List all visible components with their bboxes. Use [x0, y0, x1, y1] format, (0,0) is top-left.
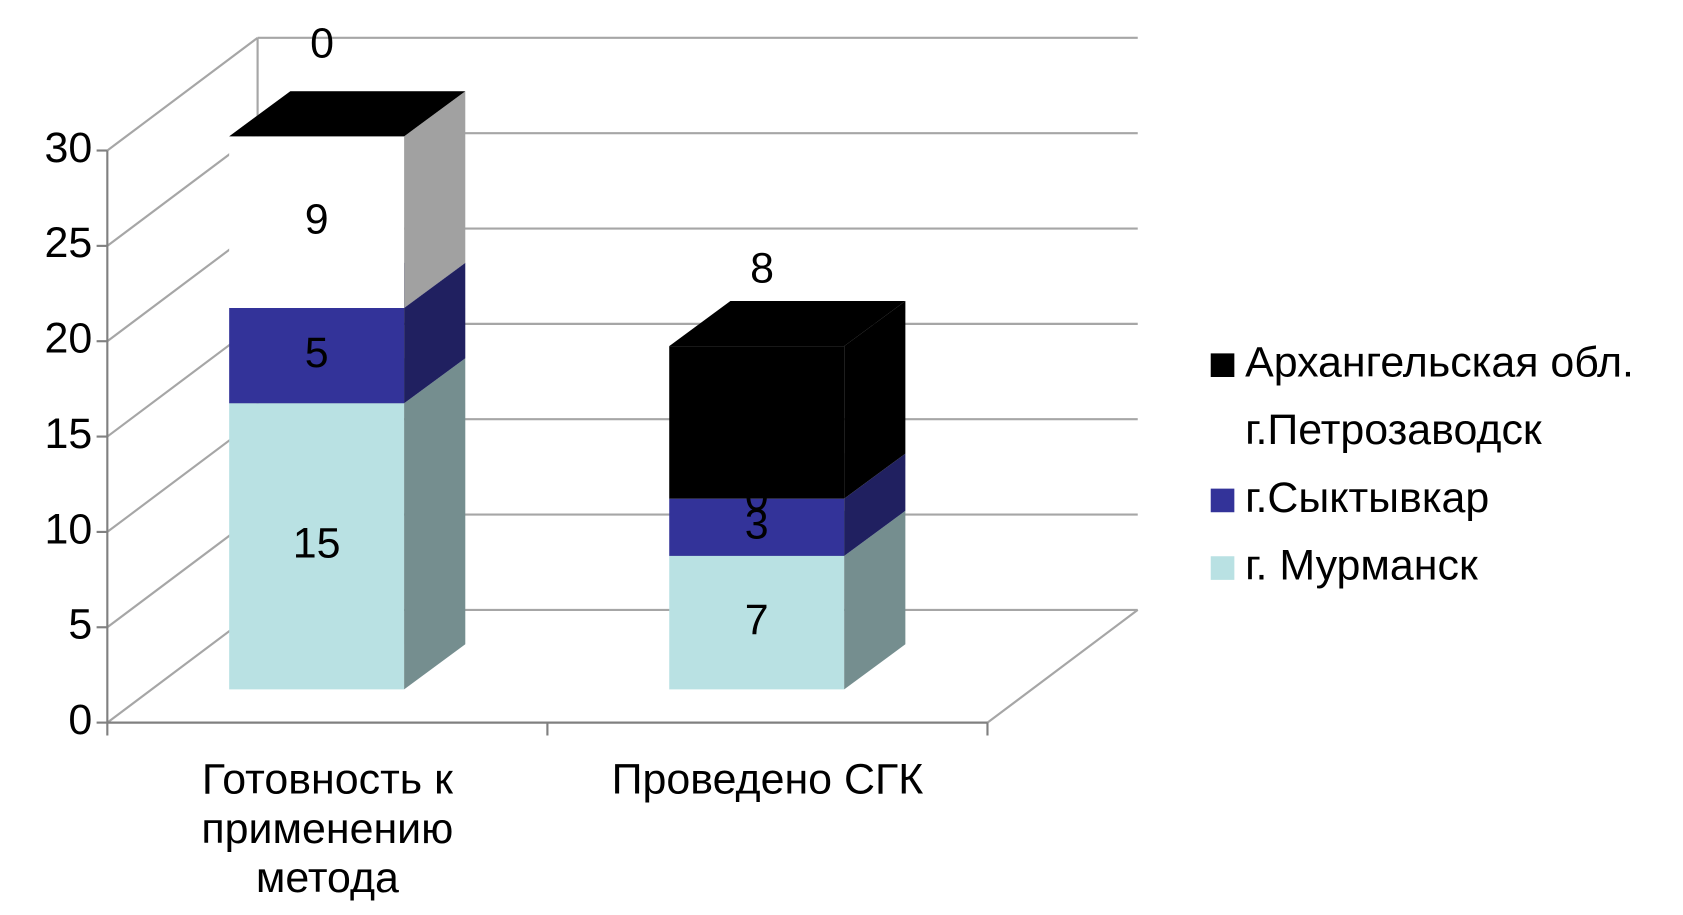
bar-front: [229, 136, 405, 308]
bar-front: [669, 498, 845, 556]
legend-label: г.Сыктывкар: [1245, 474, 1489, 522]
legend-label: Архангельская обл.: [1245, 339, 1634, 387]
legend-label: г. Мурманск: [1245, 541, 1478, 589]
y-tick-label: 30: [45, 124, 93, 172]
legend-swatch: [1210, 488, 1235, 513]
bar-side: [844, 510, 906, 690]
legend-label: г.Петрозаводск: [1245, 406, 1542, 454]
y-tick-label: 20: [45, 315, 93, 363]
y-tick-label: 0: [68, 696, 92, 744]
bar-side: [404, 91, 466, 308]
x-tick-label-box: Готовность к применению метода: [201, 755, 454, 902]
bar-front: [669, 555, 845, 690]
bar-side: [844, 301, 906, 499]
data-label: 8: [750, 244, 774, 292]
x-tick-label-box: Проведено СГК: [611, 755, 924, 804]
y-tick-label: 15: [45, 410, 93, 458]
bar-segment: [229, 358, 466, 690]
bar-segment: [229, 91, 466, 137]
bar-top: [669, 301, 906, 347]
grid-line: [106, 36, 259, 152]
bar-front: [229, 307, 405, 404]
data-label: 15: [293, 520, 341, 568]
y-tick-label: 5: [68, 601, 92, 649]
data-label: 5: [305, 329, 329, 377]
x-tick-label: Проведено СГК: [611, 755, 924, 804]
data-label: 0: [310, 20, 334, 68]
legend-swatch: [1210, 421, 1235, 445]
x-tick-label: Готовность к применению метода: [201, 755, 454, 902]
legend-swatch: [1210, 556, 1235, 580]
bar-top: [229, 91, 466, 137]
legend-swatch: [1210, 353, 1235, 377]
data-label: 3: [745, 501, 769, 549]
y-tick-label: 10: [45, 505, 93, 553]
bar-front: [669, 346, 845, 499]
bar-side: [844, 453, 906, 556]
data-label: 9: [305, 195, 329, 243]
bar-segment: [669, 301, 906, 499]
floor-edge: [986, 609, 1139, 724]
bar-side: [404, 358, 466, 690]
data-label: 7: [745, 596, 769, 644]
bar-front: [229, 403, 405, 690]
bar-side: [404, 262, 466, 404]
y-tick-label: 25: [45, 219, 93, 267]
